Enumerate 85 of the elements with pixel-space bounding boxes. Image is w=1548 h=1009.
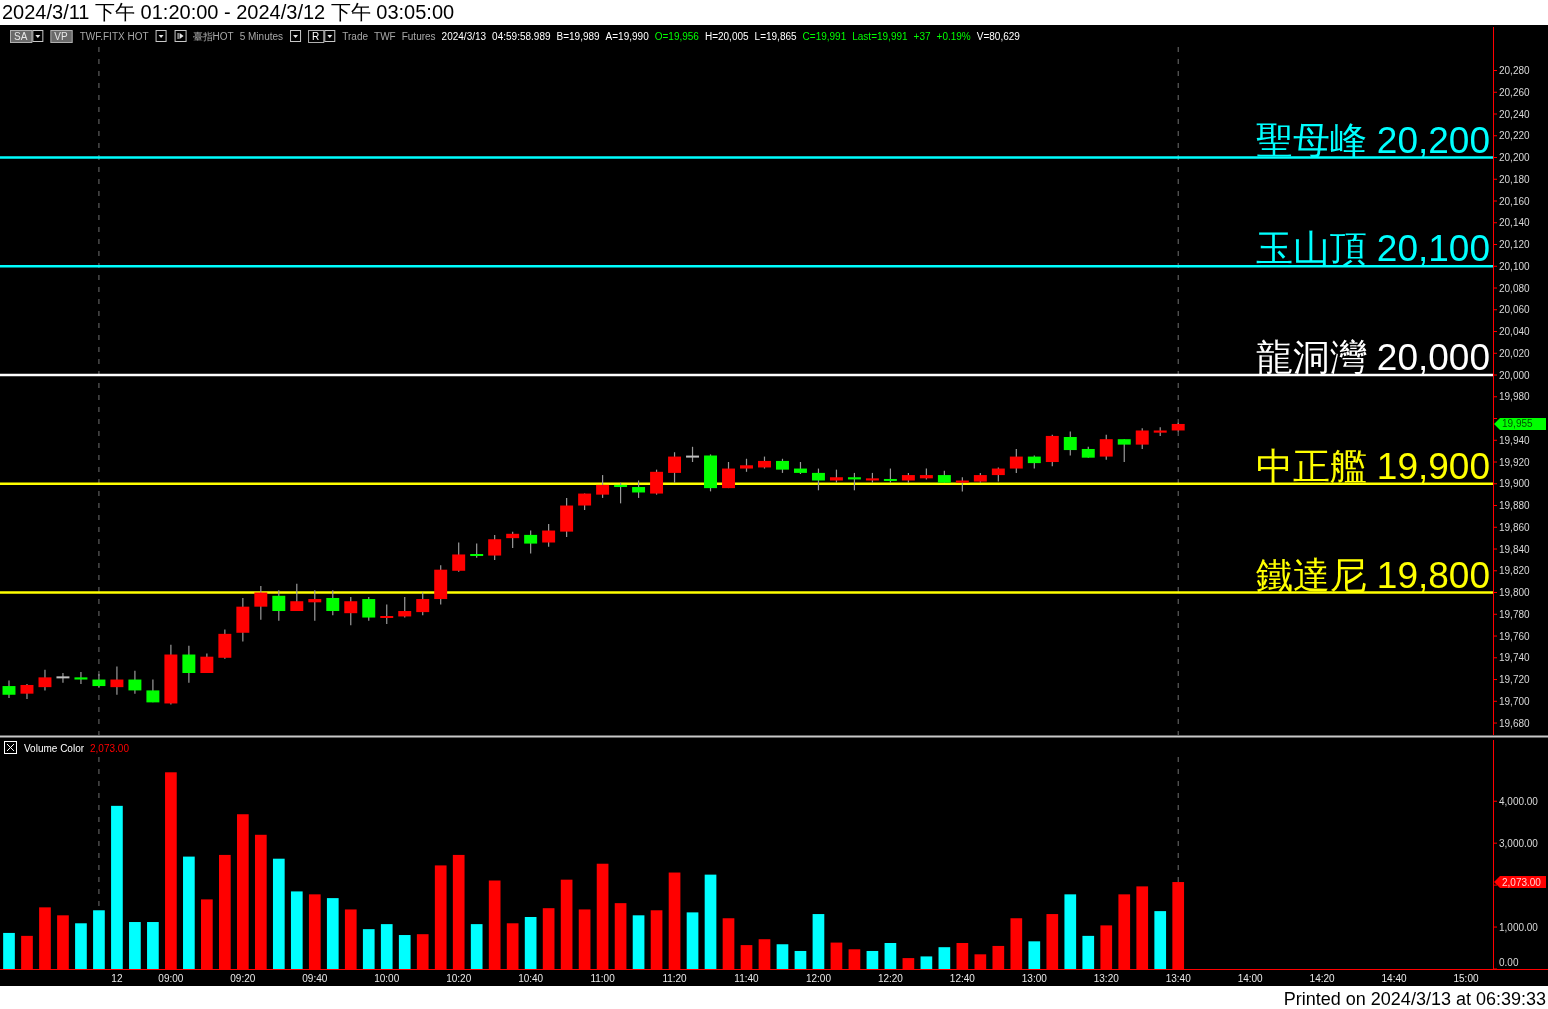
x-tick-label: 14:20 [1309, 973, 1336, 984]
y-tick-label: 20,260 [1499, 86, 1531, 98]
chart-title: 2024/3/11 下午 01:20:00 - 2024/3/12 下午 03:05:00 [2, 1, 455, 23]
y-tick-label: 19,740 [1499, 652, 1531, 664]
x-tick-label: 09:40 [302, 973, 328, 984]
ref-line-label: 龍洞灣 20,000 [1255, 337, 1490, 379]
y-tick-label: 20,240 [1499, 108, 1531, 120]
y-tick-label: 19,680 [1499, 717, 1531, 729]
y-tick-label: 19,900 [1499, 478, 1531, 490]
y-tick-label: 4,000.00 [1499, 795, 1539, 807]
x-tick-label: 10:40 [518, 973, 544, 984]
x-tick-label: 09:00 [158, 973, 184, 984]
x-tick-label: 10:00 [374, 973, 400, 984]
x-tick-label: 15:00 [1453, 973, 1479, 984]
annotation: O=19,956 [654, 31, 700, 42]
annotation: 2,073.00 [90, 743, 130, 754]
x-tick-label: 12:40 [949, 973, 976, 984]
y-tick-label: 20,280 [1499, 65, 1531, 76]
annotation: C=19,991 [802, 31, 847, 42]
y-tick-label: 19,940 [1499, 434, 1531, 446]
annotation: Last=19,991 [852, 31, 909, 42]
y-tick-label: 20,040 [1499, 326, 1531, 338]
y-tick-label: 20,220 [1499, 130, 1531, 142]
x-tick-label: 09:20 [230, 973, 256, 984]
y-tick-label: 20,080 [1499, 282, 1531, 294]
x-tick-label: 13:40 [1165, 973, 1192, 984]
annotation: VP [54, 31, 69, 42]
x-tick-label: 12 [111, 973, 123, 984]
y-tick-label: 19,920 [1499, 456, 1531, 468]
y-tick-label: 20,060 [1499, 304, 1531, 316]
annotation: 5 Minutes [239, 31, 284, 42]
y-tick-label: 19,700 [1499, 695, 1531, 707]
y-tick-label: 19,820 [1499, 565, 1531, 577]
annotation: SA [14, 31, 28, 42]
annotation: V=80,629 [976, 31, 1021, 42]
x-tick-label: 11:00 [590, 973, 616, 984]
y-tick-label: 20,000 [1499, 369, 1531, 381]
y-tick-label: 0.00 [1499, 957, 1519, 968]
y-tick-label: 19,800 [1499, 587, 1531, 599]
annotation: Futures [401, 31, 436, 42]
x-tick-label: 11:20 [662, 973, 688, 984]
annotation: TWF.FITX HOT [79, 31, 149, 42]
y-tick-label: 1,000.00 [1499, 921, 1539, 933]
y-tick-label: 19,840 [1499, 543, 1531, 555]
x-tick-label: 11:40 [734, 973, 760, 984]
y-tick-label: 20,020 [1499, 347, 1531, 359]
x-tick-label: 12:20 [877, 973, 904, 984]
ref-line-label: 玉山頂 20,100 [1255, 228, 1490, 270]
y-tick-label: 19,980 [1499, 391, 1531, 403]
y-tick-label: 20,160 [1499, 195, 1531, 207]
x-tick-label: 14:40 [1381, 973, 1408, 984]
ref-line-label: 中正艦 19,900 [1255, 445, 1490, 487]
x-tick-label: 14:00 [1237, 973, 1264, 984]
annotation: +0.19% [936, 31, 971, 42]
annotation: Trade [342, 31, 369, 42]
ref-line-label: 鐵達尼 19,800 [1255, 554, 1490, 596]
annotation: H=20,005 [704, 31, 750, 42]
y-tick-label: 3,000.00 [1499, 837, 1539, 849]
ref-line-label: 聖母峰 20,200 [1255, 119, 1490, 161]
annotation: Volume Color [24, 743, 85, 754]
y-tick-label: 20,140 [1499, 217, 1531, 229]
x-tick-label: 13:00 [1021, 973, 1048, 984]
x-tick-label: 10:20 [446, 973, 472, 984]
value-tag: 2,073.00 [1494, 876, 1546, 889]
y-tick-label: 20,120 [1499, 239, 1531, 251]
annotation: L=19,865 [754, 31, 798, 42]
y-tick-label: 20,200 [1499, 152, 1531, 164]
y-tick-label: 20,180 [1499, 173, 1531, 185]
text: Printed on 2024/3/13 at 06:39:33 [1283, 989, 1546, 1009]
annotation: 2024/3/13 [441, 31, 487, 42]
annotation: 臺指HOT [192, 31, 234, 42]
annotation: R [312, 31, 320, 42]
annotation: 04:59:58.989 [492, 31, 551, 42]
annotation: A=19,990 [605, 31, 650, 42]
y-tick-label: 20,100 [1499, 260, 1531, 272]
x-tick-label: 12:00 [805, 973, 832, 984]
y-tick-label: 19,860 [1499, 521, 1531, 533]
annotation: B=19,989 [556, 31, 601, 42]
y-tick-label: 19,720 [1499, 674, 1531, 686]
y-tick-label: 19,880 [1499, 500, 1531, 512]
y-tick-label: 19,780 [1499, 608, 1531, 620]
y-tick-label: 19,760 [1499, 630, 1531, 642]
annotation: TWF [374, 31, 396, 42]
x-tick-label: 13:20 [1093, 973, 1120, 984]
annotation: +37 [913, 31, 931, 42]
